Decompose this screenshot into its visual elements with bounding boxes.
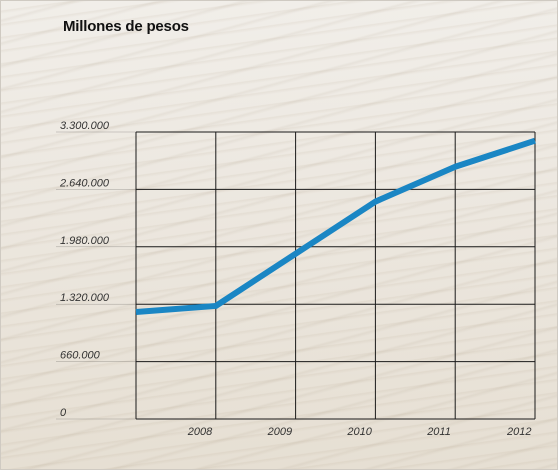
x-tick-label: 2012 (506, 426, 531, 438)
y-tick-label: 1.980.000 (60, 235, 110, 247)
y-tick-label: 1.320.000 (60, 292, 110, 304)
series-line (135, 137, 536, 316)
y-tick-label: 0 (60, 407, 67, 419)
x-tick-label: 2010 (346, 426, 372, 438)
chart-title: Millones de pesos (63, 18, 189, 35)
x-tick-label: 2008 (187, 426, 213, 438)
y-tick-label: 660.000 (60, 350, 101, 362)
y-tick-label: 3.300.000 (60, 120, 110, 132)
x-tick-label: 2011 (426, 426, 451, 438)
y-tick-label: 2.640.000 (59, 177, 110, 189)
x-tick-label: 2009 (267, 426, 292, 438)
